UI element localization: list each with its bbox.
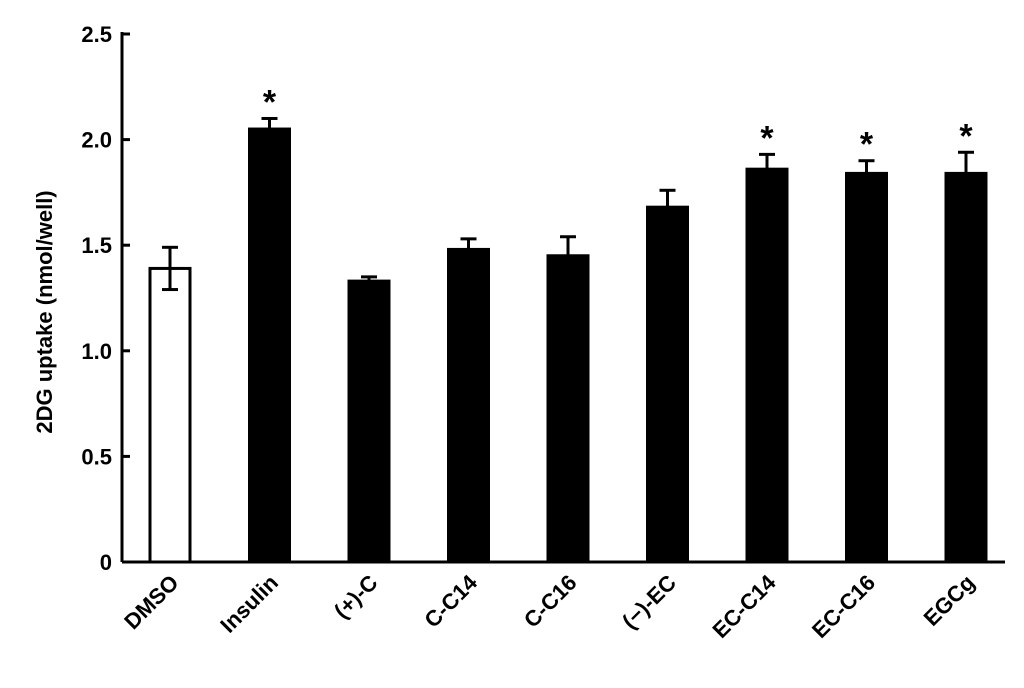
labels: 0 0.5 1.0 1.5 2.0 2.5 DMSO * Insulin (+)-C C-C14 C-…: [81, 22, 979, 643]
bar: [845, 171, 888, 564]
x-tick-label: (−)-EC: [617, 570, 681, 634]
significance-marker: *: [263, 83, 277, 121]
significance-marker: *: [860, 126, 874, 164]
bar: [745, 167, 789, 564]
x-tick-label: Insulin: [215, 570, 283, 638]
bar: [248, 127, 291, 564]
y-tick-label: 0: [100, 550, 112, 575]
bar: [347, 279, 391, 564]
x-tick-label: EGCg: [919, 570, 980, 631]
bar: [944, 171, 988, 564]
bar: [546, 254, 590, 564]
y-tick-label: 0.5: [81, 444, 112, 469]
y-axis-title: 2DG uptake (nmol/well): [32, 190, 57, 433]
x-tick-label: C-C16: [519, 570, 582, 633]
significance-marker: *: [959, 117, 973, 155]
bar: [148, 266, 192, 564]
y-tick-label: 2.0: [81, 128, 112, 153]
bars: [148, 116, 988, 564]
y-tick-label: 1.0: [81, 339, 112, 364]
x-tick-label: EC-C14: [708, 569, 782, 643]
x-tick-label: (+)-C: [329, 570, 383, 624]
bar: [447, 247, 490, 564]
x-tick-label: C-C14: [419, 569, 482, 632]
bar: [646, 205, 689, 564]
y-tick-label: 1.5: [81, 233, 112, 258]
x-tick-label: EC-C16: [807, 570, 880, 643]
x-tick-label: DMSO: [119, 570, 183, 634]
significance-marker: *: [760, 119, 774, 157]
y-tick-label: 2.5: [81, 22, 112, 47]
